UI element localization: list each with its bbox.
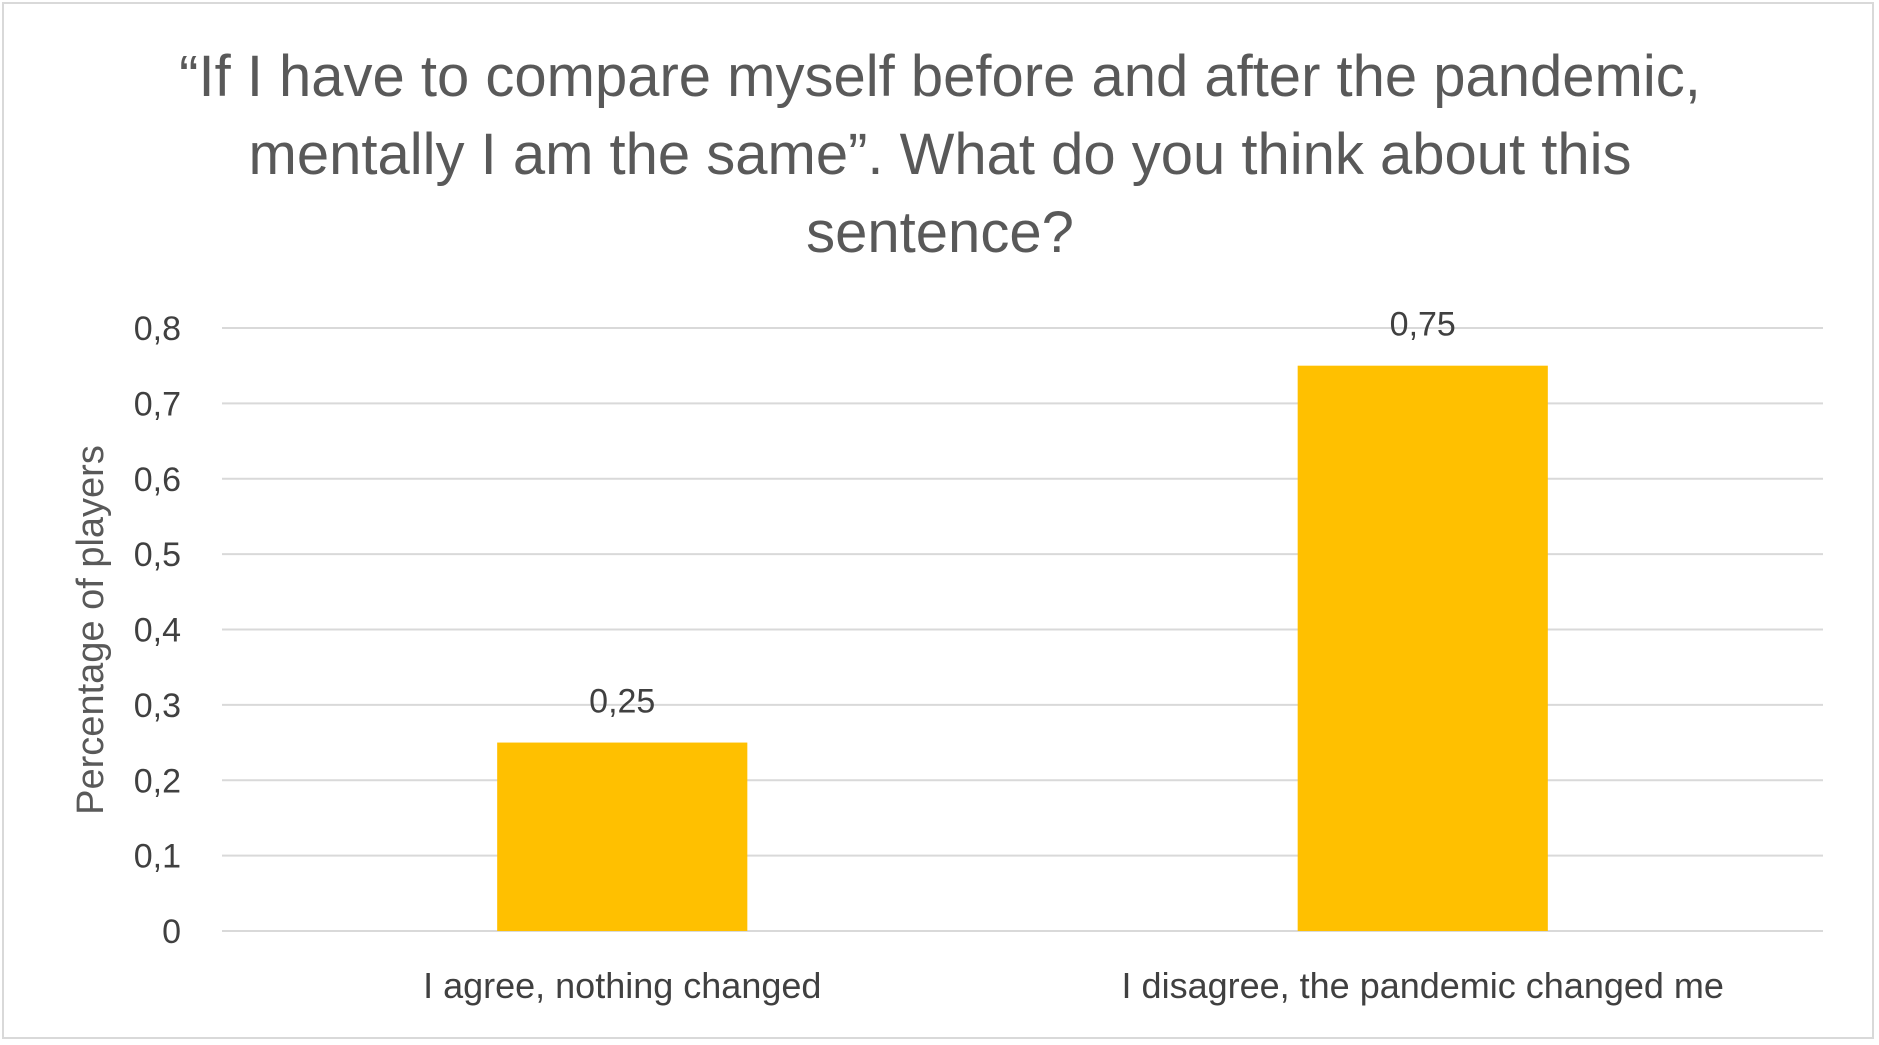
- y-axis-label: Percentage of players: [70, 445, 112, 815]
- y-tick-label: 0,3: [134, 687, 181, 725]
- y-tick-label: 0,7: [134, 385, 181, 423]
- data-label: 0,25: [589, 683, 655, 721]
- y-tick-label: 0,8: [134, 310, 181, 348]
- y-tick-label: 0,4: [134, 612, 181, 650]
- y-axis-ticks: 0 0,1 0,2 0,3 0,4 0,5 0,6 0,7 0,8: [134, 310, 181, 951]
- bars: [497, 365, 1548, 931]
- data-label: 0,75: [1390, 306, 1456, 344]
- category-label: I disagree, the pandemic changed me: [1122, 965, 1724, 1006]
- chart-title: “If I have to compare myself before and …: [179, 44, 1701, 265]
- y-tick-label: 0,1: [134, 838, 181, 876]
- category-label: I agree, nothing changed: [423, 965, 821, 1006]
- y-tick-label: 0,6: [134, 461, 181, 499]
- category-labels: I agree, nothing changed I disagree, the …: [423, 965, 1724, 1006]
- bar: [497, 742, 748, 931]
- data-labels: 0,25 0,75: [589, 306, 1456, 721]
- bar: [1297, 365, 1548, 931]
- y-tick-label: 0,5: [134, 536, 181, 574]
- y-tick-label: 0,2: [134, 762, 181, 800]
- gridlines: [222, 327, 1823, 932]
- y-tick-label: 0: [162, 913, 181, 951]
